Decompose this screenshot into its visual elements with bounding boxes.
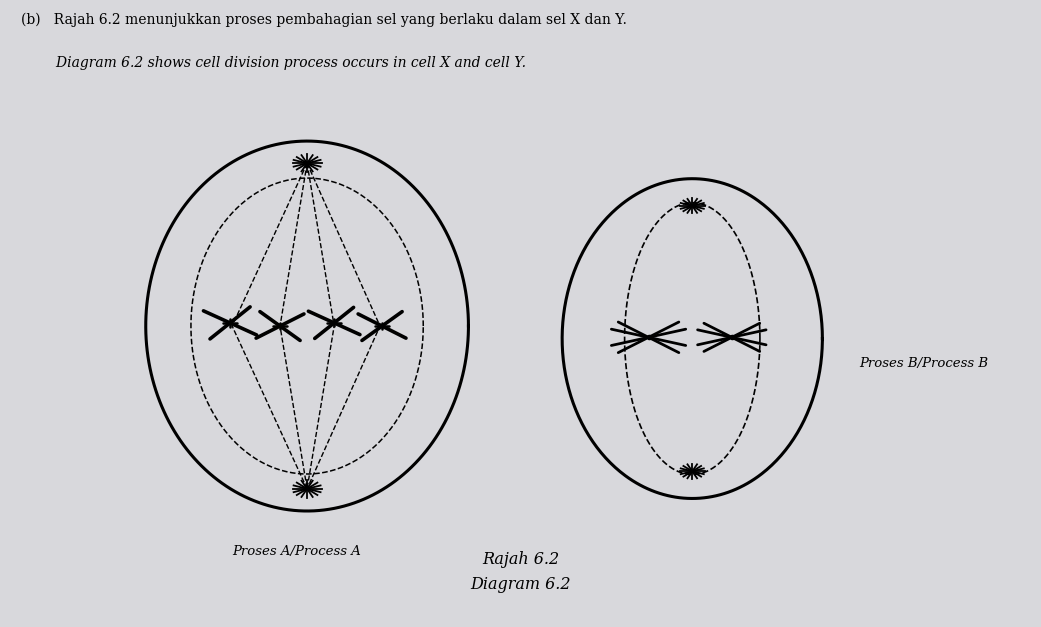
Text: (b)   Rajah 6.2 menunjukkan proses pembahagian sel yang berlaku dalam sel X dan : (b) Rajah 6.2 menunjukkan proses pembaha… <box>21 13 627 27</box>
Text: Rajah 6.2
Diagram 6.2: Rajah 6.2 Diagram 6.2 <box>471 551 570 593</box>
Text: Proses A/Process A: Proses A/Process A <box>232 545 361 559</box>
Text: Diagram 6.2 shows cell division process occurs in cell X and cell Y.: Diagram 6.2 shows cell division process … <box>21 56 526 70</box>
Text: Proses B/Process B: Proses B/Process B <box>859 357 988 370</box>
